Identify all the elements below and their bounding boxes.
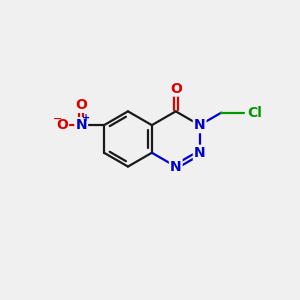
Text: N: N — [75, 118, 87, 132]
Text: Cl: Cl — [247, 106, 262, 120]
Text: −: − — [53, 113, 62, 124]
Text: +: + — [82, 113, 90, 123]
Text: O: O — [170, 82, 182, 95]
Text: O: O — [56, 118, 68, 132]
Text: N: N — [170, 160, 182, 174]
Text: N: N — [194, 146, 206, 160]
Text: N: N — [194, 118, 206, 132]
Text: O: O — [75, 98, 87, 112]
